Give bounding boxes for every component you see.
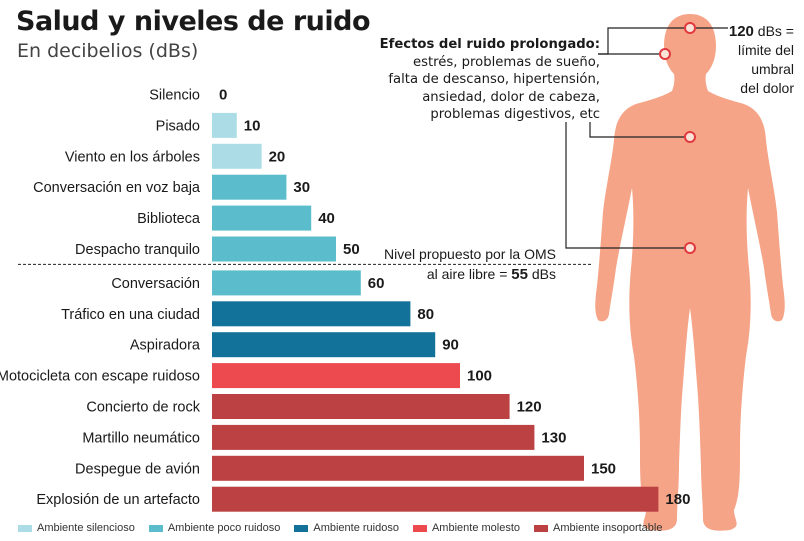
legend-item: Ambiente poco ruidoso [148, 522, 281, 534]
effects-line: problemas digestivos, etc [430, 107, 600, 122]
body-annotations [565, 22, 728, 254]
marker-abdomen [684, 242, 696, 254]
legend-swatch [294, 524, 309, 532]
effects-line: falta de descanso, hipertensión, [388, 72, 600, 87]
who-note-unit: dBs [527, 266, 556, 282]
legend-item: Ambiente molesto [412, 522, 521, 534]
effects-line: estrés, problemas de sueño, [412, 54, 600, 70]
value-label: 0 [219, 87, 227, 104]
legend-swatch [148, 524, 163, 532]
value-label: 40 [318, 210, 335, 227]
bar [212, 424, 535, 450]
category-label: Aspiradora [130, 338, 201, 354]
chart-subtitle: En decibelios (dBs) [17, 40, 199, 62]
value-label: 130 [541, 429, 566, 446]
chart-title: Salud y niveles de ruido [16, 6, 371, 37]
effects-line: ansiedad, dolor de cabeza, [422, 89, 600, 105]
value-label: 100 [467, 368, 492, 385]
bar [212, 394, 510, 419]
marker-brain [659, 48, 671, 60]
bar [212, 270, 361, 296]
marker-head [684, 22, 696, 34]
bars-layer: Silencio 0 Pisado 10 Viento en los árboles 20… [0, 87, 690, 512]
value-label: 150 [591, 460, 616, 477]
pain-note-line2: límite del [737, 42, 794, 58]
category-label: Despacho tranquilo [75, 242, 200, 258]
legend-label: Ambiente insoportable [553, 522, 663, 534]
bar [212, 112, 237, 138]
who-note-prefix: al aire libre = [426, 266, 512, 282]
bar [212, 301, 411, 327]
category-label: Viento en los árboles [65, 149, 200, 165]
who-note-value: 55 [511, 266, 528, 283]
legend-swatch [534, 524, 549, 532]
connector-line-chest [589, 122, 685, 138]
legend-item: Ambiente ruidoso [294, 522, 399, 534]
pain-note-line3: umbral [751, 61, 794, 77]
category-label: Explosión de un artefacto [36, 492, 200, 508]
bar [212, 143, 262, 169]
bar [212, 486, 659, 512]
value-label: 80 [417, 306, 434, 323]
category-label: Motocicleta con escape ruidoso [0, 369, 200, 385]
who-note-line2: al aire libre = 55 dBs [360, 264, 556, 285]
category-label: Silencio [149, 88, 200, 104]
bar [212, 363, 460, 389]
who-reference-note: Nivel propuesto por la OMS al aire libre… [360, 244, 556, 285]
bar [212, 174, 287, 200]
effects-heading: Efectos del ruido prolongado: [379, 37, 600, 52]
pain-note-line1: 120 dBs = [722, 22, 794, 41]
pain-note-line4: del dolor [740, 80, 794, 96]
marker-chest [684, 131, 696, 143]
value-label: 60 [368, 275, 385, 292]
who-note-line1: Nivel propuesto por la OMS [384, 246, 556, 262]
bar [212, 332, 436, 358]
bar [212, 205, 312, 231]
value-label: 180 [665, 491, 690, 508]
pain-note-value: 120 [728, 23, 754, 40]
pain-note-unit: dBs = [753, 23, 794, 39]
value-label: 50 [343, 241, 360, 258]
category-label: Concierto de rock [86, 400, 200, 416]
category-label: Martillo neumático [82, 430, 200, 446]
pain-threshold-note: 120 dBs = límite del umbral del dolor [722, 22, 794, 98]
legend-label: Ambiente poco ruidoso [167, 522, 281, 534]
legend-label: Ambiente molesto [431, 522, 521, 534]
legend-item: Ambiente insoportable [534, 522, 662, 534]
category-label: Conversación en voz baja [33, 180, 201, 196]
value-label: 20 [269, 148, 286, 165]
category-label: Biblioteca [137, 211, 201, 227]
value-label: 30 [293, 179, 310, 196]
noise-effects-annotation: Efectos del ruido prolongado: estrés, pr… [372, 36, 600, 124]
human-body-silhouette [595, 14, 785, 531]
legend-label: Ambiente silencioso [37, 522, 135, 534]
category-label: Pisado [156, 118, 200, 134]
value-label: 90 [442, 337, 459, 354]
legend-swatch [18, 524, 32, 532]
legend-label: Ambiente ruidoso [313, 522, 399, 534]
bar [212, 455, 584, 481]
chart-legend: Ambiente silencioso Ambiente poco ruidos… [18, 522, 662, 534]
value-label: 120 [517, 399, 542, 416]
value-label: 10 [244, 117, 261, 134]
legend-swatch [412, 524, 427, 532]
category-label: Tráfico en una ciudad [61, 307, 200, 323]
category-label: Despegue de avión [75, 461, 200, 477]
human-body-illustration [595, 14, 785, 531]
bar [212, 236, 336, 262]
legend-item: Ambiente silencioso [18, 522, 135, 534]
connector-line-abdomen [565, 122, 685, 249]
category-label: Conversación [111, 276, 200, 292]
